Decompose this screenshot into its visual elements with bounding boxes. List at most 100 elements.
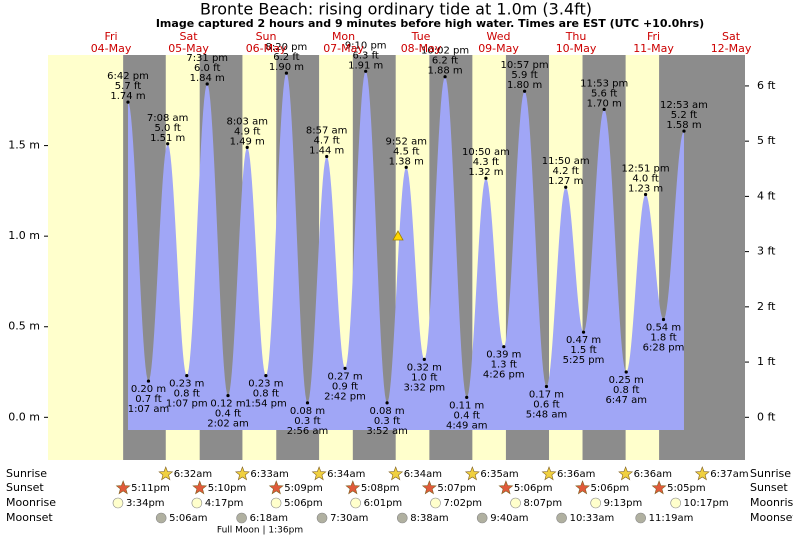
event-time: 5:11pm [131, 483, 170, 494]
extreme-label: 4.7 ft [314, 135, 340, 146]
extreme-label: 6.0 ft [194, 63, 220, 74]
event-time: 5:10pm [208, 483, 247, 494]
sunset-icon [421, 480, 437, 495]
event-time: 4:17pm [205, 498, 244, 509]
moonrise-icon [270, 497, 282, 509]
extreme-label: 6.2 ft [432, 56, 458, 67]
extreme-label: 0.08 m [369, 406, 404, 417]
sunset-icon [651, 480, 667, 495]
extreme-label: 6:47 am [605, 395, 647, 406]
day-name: Tue [411, 30, 431, 43]
event-time: 5:06am [169, 513, 207, 524]
event-time: 5:08pm [361, 483, 400, 494]
tide-extreme [602, 107, 606, 111]
y2-tick-label: 4 ft [757, 189, 776, 202]
event-time: 6:36am [634, 469, 672, 480]
event-time: 6:36am [557, 469, 595, 480]
extreme-label: 4.5 ft [393, 146, 419, 157]
extreme-label: 0.12 m [210, 399, 245, 410]
extreme-label: 0.9 ft [332, 381, 358, 392]
extreme-label: 0.8 ft [253, 389, 279, 400]
y2-tick-label: 5 ft [757, 134, 776, 147]
tide-extreme [126, 100, 130, 104]
moonset-icon [236, 512, 247, 524]
extreme-label: 5.0 ft [154, 123, 180, 134]
extreme-label: 8:20 pm [266, 42, 308, 53]
extreme-label: 1.84 m [190, 73, 225, 84]
extreme-label: 6.3 ft [353, 50, 379, 61]
extreme-label: 0.8 ft [613, 385, 639, 396]
extreme-label: 4.3 ft [473, 157, 499, 168]
day-date: 07-May [323, 42, 364, 55]
current-tide-marker [392, 230, 404, 241]
extreme-label: 2:42 pm [324, 391, 366, 402]
extreme-label: 0.7 ft [135, 394, 161, 405]
event-time: 6:34am [327, 469, 365, 480]
extreme-label: 11:53 pm [580, 78, 628, 89]
sunset-icon [115, 480, 131, 495]
day-name: Thu [565, 30, 587, 43]
event-time: 8:38am [410, 513, 448, 524]
event-time: 6:35am [480, 469, 518, 480]
moonrise-icon [191, 497, 203, 509]
extreme-label: 1.70 m [587, 98, 622, 109]
tide-extreme [264, 374, 268, 378]
extreme-label: 1.74 m [110, 91, 145, 102]
extreme-label: 1.58 m [666, 120, 701, 131]
extreme-label: 0.6 ft [533, 400, 559, 411]
extreme-label: 11:50 am [542, 156, 590, 167]
moonrise-icon [590, 497, 601, 509]
extreme-label: 1:54 pm [245, 399, 287, 410]
event-time: 5:09pm [284, 483, 323, 494]
extreme-label: 7:31 pm [186, 53, 228, 64]
extreme-label: 4:26 pm [483, 370, 525, 381]
plot: 6:42 pm5.7 ft1.74 m 0.20 m0.7 ft1:07 am 7:… [107, 40, 708, 437]
extreme-label: 3:32 pm [403, 382, 445, 393]
day-name: Fri [647, 30, 660, 43]
tide-extreme [185, 374, 189, 378]
extreme-label: 0.54 m [646, 322, 681, 333]
sunset-icon [268, 480, 284, 495]
extreme-label: 1.49 m [230, 136, 265, 147]
sunrise-icon [541, 466, 557, 481]
extreme-label: 0.17 m [529, 390, 564, 401]
event-time: 6:18am [250, 513, 288, 524]
tide-extreme [682, 129, 686, 133]
extreme-label: 3:52 am [366, 426, 408, 437]
extreme-label: 2:56 am [287, 426, 329, 437]
extreme-label: 1.5 ft [570, 345, 596, 356]
extreme-label: 1.51 m [150, 133, 185, 144]
event-time: 5:07pm [437, 483, 476, 494]
extreme-label: 1.32 m [468, 167, 503, 178]
tide-extreme [364, 69, 368, 73]
tide-extreme [502, 345, 506, 349]
event-time: 7:02pm [443, 498, 482, 509]
extreme-label: 4.0 ft [632, 173, 658, 184]
event-time: 5:05pm [667, 483, 706, 494]
extreme-label: 0.20 m [131, 384, 166, 395]
extreme-label: 1.0 ft [411, 372, 437, 383]
tide-extreme [443, 75, 447, 79]
tide-extreme [205, 82, 209, 86]
extreme-label: 4.9 ft [234, 126, 260, 137]
y-tick-label: 0.0 m [8, 410, 40, 423]
event-time: 5:06pm [284, 498, 323, 509]
sunset-icon [575, 480, 590, 495]
extreme-label: 1.90 m [269, 62, 304, 73]
day-date: 12-May [711, 42, 752, 55]
extreme-label: 5:25 pm [563, 355, 605, 366]
tide-extreme [245, 145, 249, 149]
event-time: 5:06pm [591, 483, 630, 494]
extreme-label: 4.2 ft [553, 166, 579, 177]
event-time: 5:06pm [514, 483, 553, 494]
event-time: 11:19am [649, 513, 694, 524]
extreme-label: 1.3 ft [491, 360, 517, 371]
event-time: 6:32am [174, 469, 212, 480]
extreme-label: 0.25 m [609, 375, 644, 386]
tide-extreme [166, 142, 170, 146]
tide-extreme [564, 185, 568, 189]
extreme-label: 1.44 m [309, 145, 344, 156]
event-time: 10:17pm [684, 498, 729, 509]
extreme-label: 7:08 am [147, 113, 189, 124]
